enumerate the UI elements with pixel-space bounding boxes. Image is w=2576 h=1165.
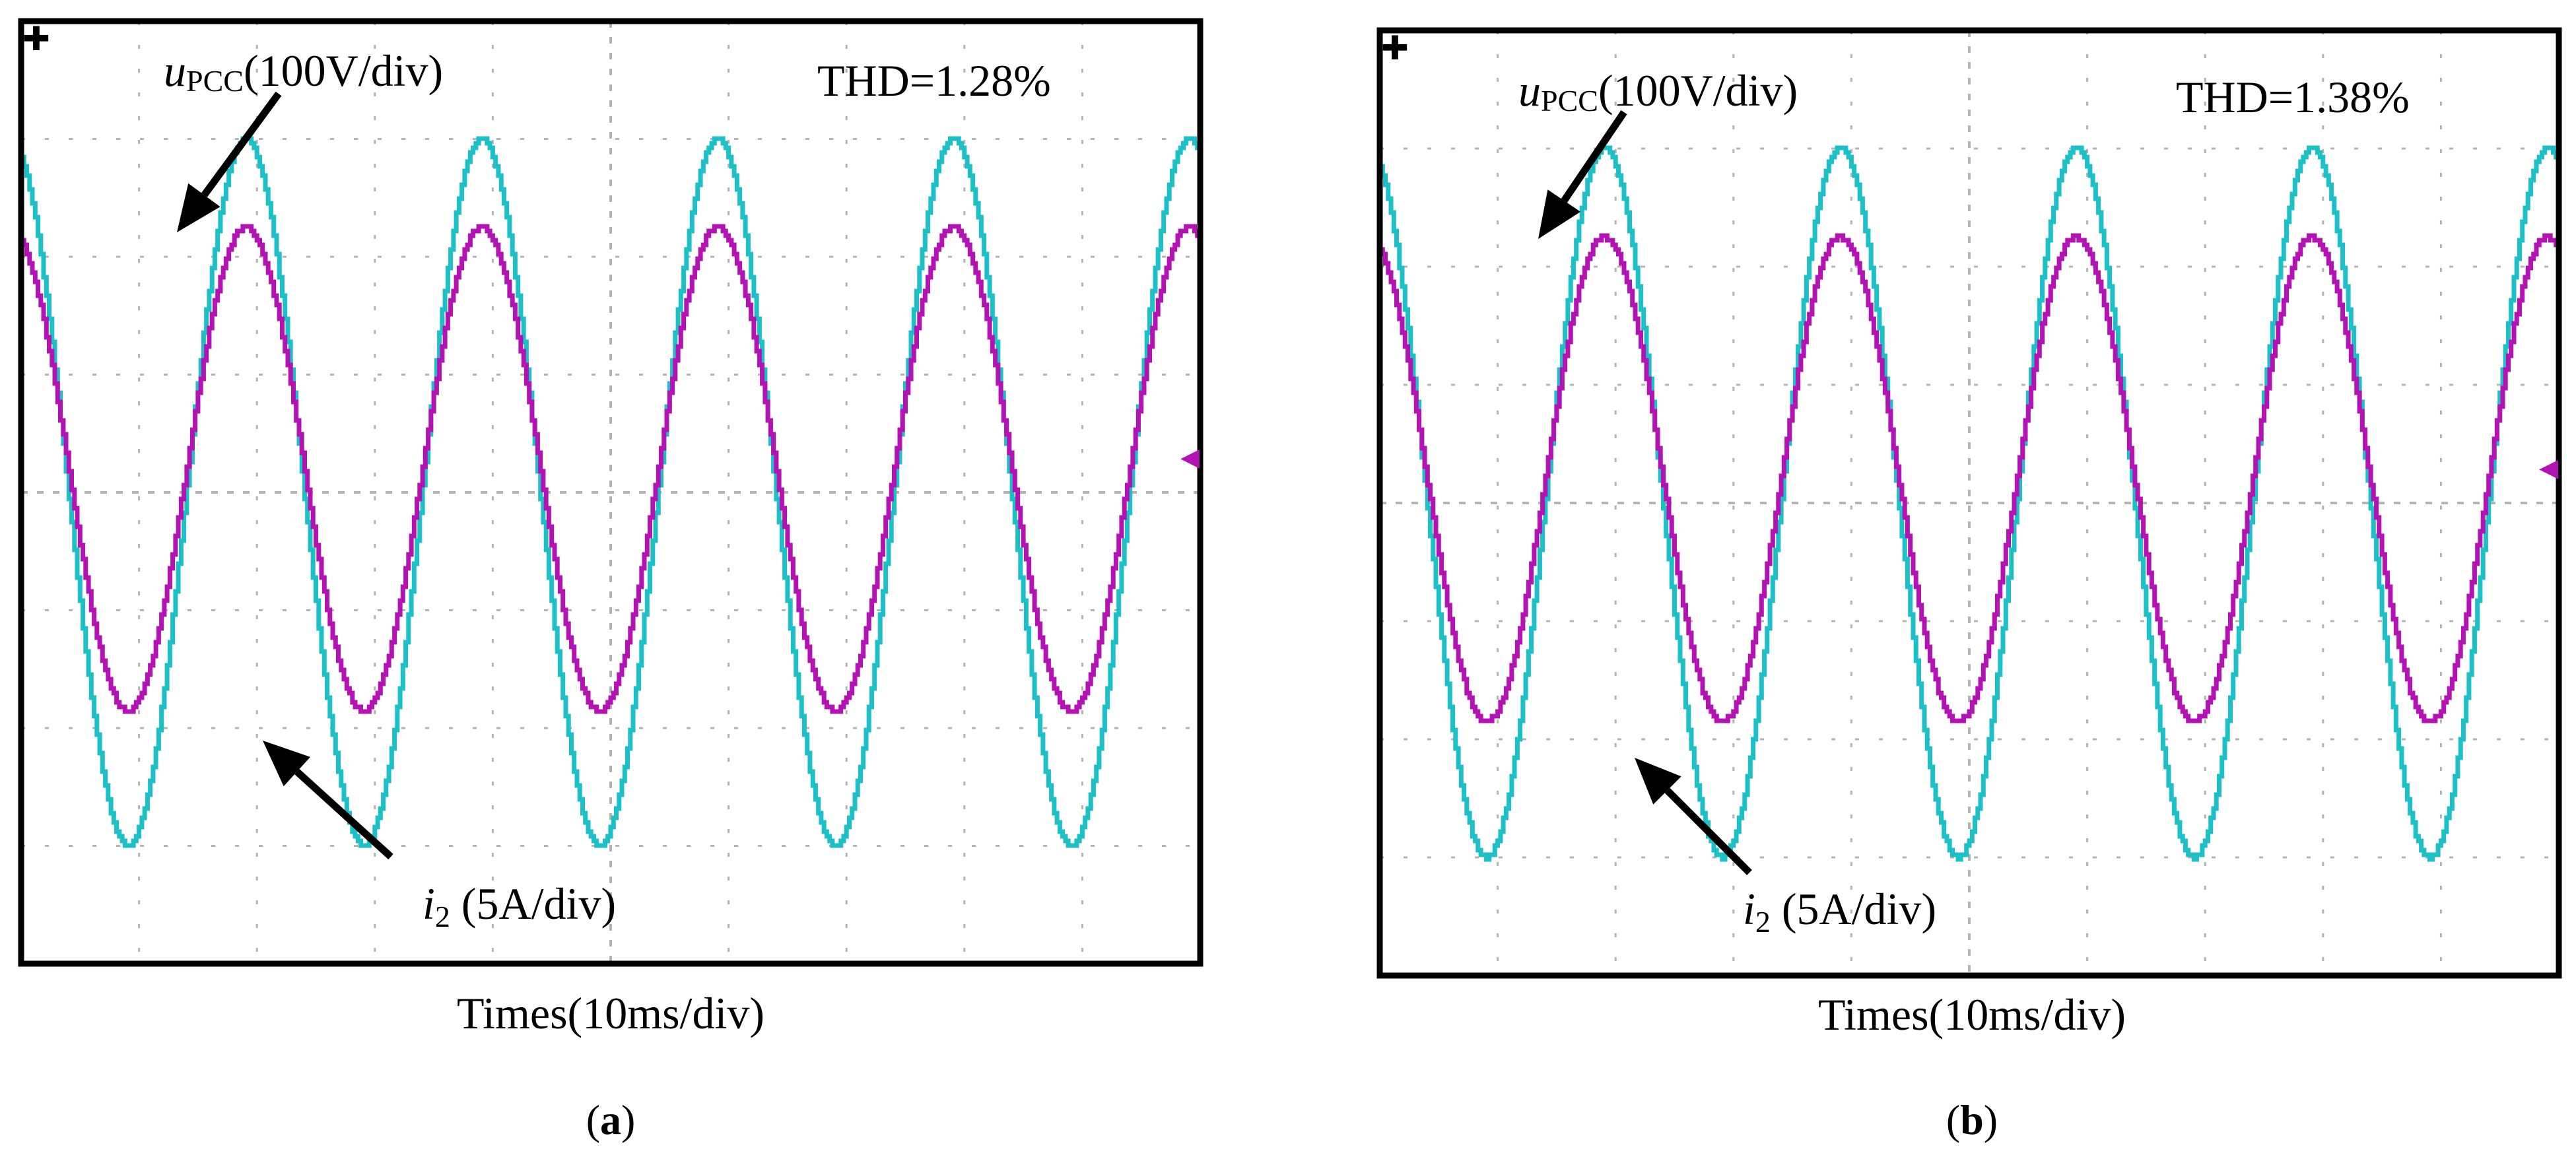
panel-b-voltage-label: uPCC(100V/div) bbox=[1518, 65, 1798, 117]
panel-b-voltage-subscript: PCC bbox=[1541, 84, 1598, 117]
panel-b-caption: (b) bbox=[1946, 1096, 1998, 1143]
panel-a-voltage-scale: (100V/div) bbox=[244, 46, 443, 96]
panel-a-voltage-arrow bbox=[177, 91, 282, 232]
panel-a-current-symbol: i bbox=[423, 879, 435, 929]
panel-a-voltage-subscript: PCC bbox=[186, 64, 244, 98]
panel-a-x-axis-label: Times(10ms/div) bbox=[457, 988, 764, 1038]
panel-b-traces bbox=[1380, 145, 2561, 862]
panel-b-current-subscript: 2 bbox=[1755, 905, 1771, 939]
panel-b: ✚ ◂ THD=1.38% uPCC(100V/div) i2 (5A/div)… bbox=[1376, 27, 2562, 1143]
panel-a-trace-i2 bbox=[21, 224, 1203, 714]
panel-b-thd-label: THD=1.38% bbox=[2176, 72, 2410, 122]
panel-a-caption-letter: a bbox=[600, 1096, 621, 1143]
panel-b-level-marker: ◂ bbox=[2539, 445, 2558, 488]
panel-b-current-symbol: i bbox=[1743, 884, 1755, 934]
panel-a-grid bbox=[21, 21, 1200, 964]
panel-b-voltage-scale: (100V/div) bbox=[1598, 65, 1798, 116]
panel-a-current-subscript: 2 bbox=[435, 900, 450, 933]
panel-b-trace-i2 bbox=[1380, 233, 2561, 723]
panel-b-x-axis-label: Times(10ms/div) bbox=[1818, 989, 2126, 1040]
panel-b-grid bbox=[1380, 30, 2559, 976]
panel-b-current-label: i2 (5A/div) bbox=[1743, 884, 1936, 939]
panel-b-frame bbox=[1376, 27, 2562, 979]
panel-a-current-label: i2 (5A/div) bbox=[423, 879, 616, 933]
panel-a-trigger-marker: ✚ bbox=[22, 20, 50, 57]
panel-a-traces bbox=[21, 136, 1203, 848]
panel-a-voltage-label: uPCC(100V/div) bbox=[164, 46, 443, 98]
panel-a-frame bbox=[18, 18, 1203, 967]
panel-a-thd-label: THD=1.28% bbox=[817, 55, 1051, 106]
panel-a-current-scale: (5A/div) bbox=[450, 879, 616, 929]
panel-b-caption-letter: b bbox=[1960, 1096, 1984, 1143]
panel-b-voltage-arrow bbox=[1538, 110, 1627, 239]
panel-a-caption: (a) bbox=[586, 1096, 636, 1143]
panel-a: ✚ ◂ THD=1.28% uPCC(100V/div) i2 (5A/div)… bbox=[18, 18, 1203, 1143]
panel-b-current-scale: (5A/div) bbox=[1771, 884, 1936, 934]
panel-b-voltage-symbol: u bbox=[1518, 65, 1541, 116]
panel-b-trigger-marker: ✚ bbox=[1381, 30, 1409, 67]
panel-a-current-arrow bbox=[263, 741, 393, 860]
panel-b-current-arrow bbox=[1635, 758, 1752, 875]
panel-a-level-marker: ◂ bbox=[1180, 434, 1200, 477]
panel-a-voltage-symbol: u bbox=[164, 46, 186, 96]
